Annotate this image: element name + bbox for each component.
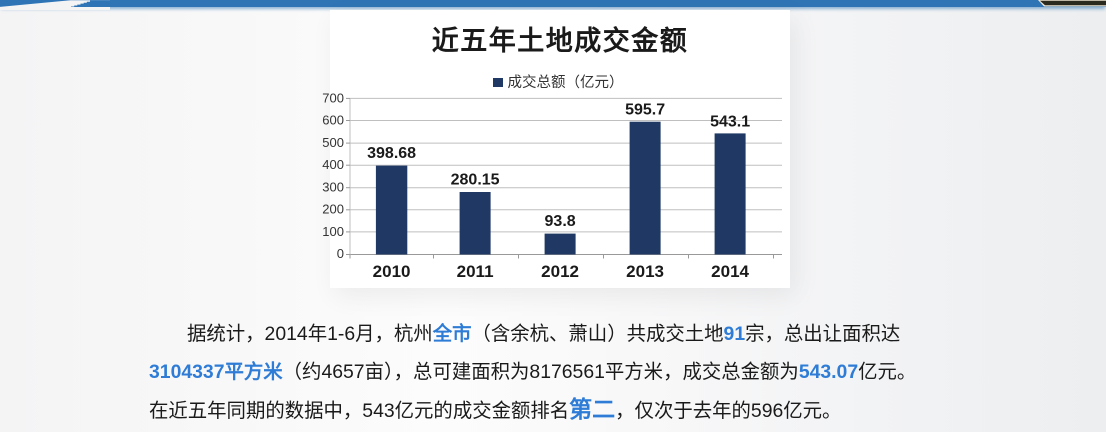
svg-text:2011: 2011 [457,262,494,281]
svg-text:93.8: 93.8 [545,213,576,230]
svg-text:500: 500 [322,135,344,150]
svg-text:2010: 2010 [373,262,411,281]
svg-text:100: 100 [322,224,344,239]
svg-text:2012: 2012 [541,262,579,281]
svg-text:543.1: 543.1 [710,114,750,131]
svg-text:300: 300 [322,180,344,195]
svg-text:400: 400 [322,157,344,172]
svg-text:595.7: 595.7 [625,102,665,119]
svg-text:280.15: 280.15 [451,172,500,189]
svg-text:200: 200 [322,202,344,217]
svg-text:600: 600 [322,113,344,128]
svg-text:0: 0 [337,246,344,261]
svg-text:398.68: 398.68 [367,145,416,162]
svg-text:2014: 2014 [711,262,749,281]
svg-text:2013: 2013 [626,262,664,281]
svg-text:700: 700 [322,91,344,106]
